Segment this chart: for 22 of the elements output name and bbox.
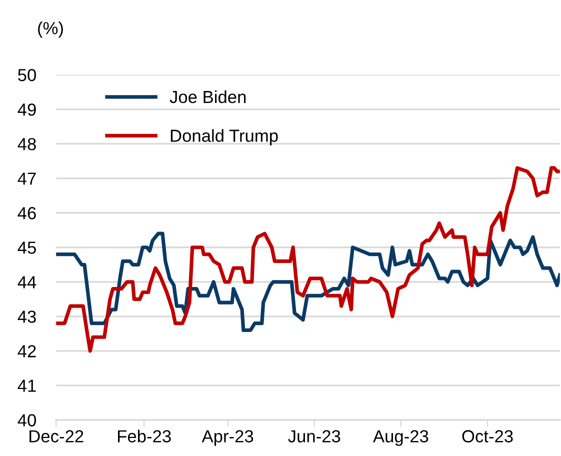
x-tick-label: Aug-23 (372, 430, 428, 446)
y-tick-label: 48 (18, 138, 36, 150)
y-tick-label: 49 (18, 103, 36, 116)
x-tick-label: Feb-23 (118, 430, 171, 442)
y-tick-label: 41 (18, 380, 36, 392)
y-tick-label: 40 (18, 414, 36, 426)
x-tick-label: Dec-22 (30, 430, 84, 442)
y-tick-label: 43 (18, 310, 36, 323)
y-tick-label: 46 (18, 207, 36, 220)
y-tick-label: 47 (18, 172, 36, 185)
y-tick-label: 42 (18, 345, 36, 358)
x-tick-label: Oct-23 (462, 430, 513, 442)
y-axis-title: (%) (38, 22, 63, 38)
x-tick-label: Jun-23 (288, 430, 340, 442)
y-tick-label: 45 (18, 242, 36, 254)
legend-label: Donald Trump (170, 129, 278, 146)
x-tick-label: Apr-23 (202, 430, 254, 446)
y-tick-label: 50 (18, 68, 36, 82)
line-series (56, 232, 560, 332)
line-series (56, 166, 560, 353)
y-tick-label: 44 (18, 276, 36, 288)
legend-label: Joe Biden (170, 90, 246, 104)
